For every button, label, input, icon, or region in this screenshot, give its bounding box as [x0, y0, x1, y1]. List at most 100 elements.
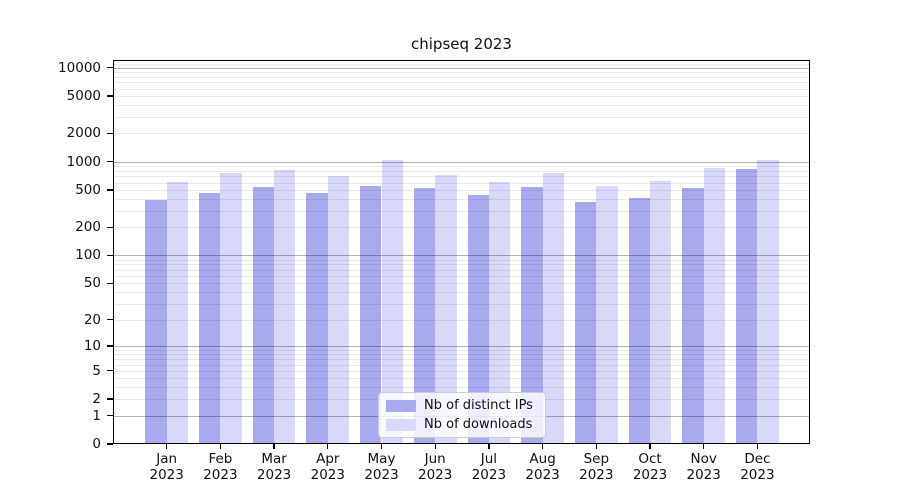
- bar-downloads: [435, 174, 457, 444]
- x-tick-mark: [219, 444, 222, 449]
- x-tick-label: Jan 2023: [149, 451, 184, 483]
- bar-distinct-ips: [682, 188, 704, 444]
- bar-downloads: [703, 167, 726, 444]
- bar-downloads: [488, 181, 511, 444]
- gridline: [113, 359, 810, 360]
- gridline: [113, 387, 810, 389]
- y-tick-label: 2000: [66, 125, 101, 142]
- gridline: [113, 319, 810, 321]
- y-tick-label: 1: [92, 407, 101, 424]
- x-tick-mark: [756, 444, 759, 449]
- bar-distinct-ips: [306, 192, 328, 444]
- x-tick-label: Jun 2023: [418, 451, 453, 483]
- bar-downloads: [274, 170, 296, 444]
- gridline: [113, 370, 810, 372]
- gridline: [113, 166, 810, 167]
- y-tick-label: 50: [83, 275, 101, 292]
- y-tick-label: 200: [75, 219, 101, 236]
- gridline: [113, 133, 810, 135]
- legend-label: Nb of downloads: [424, 417, 533, 432]
- gridline: [113, 96, 810, 97]
- gridline: [113, 364, 810, 366]
- bar-downloads: [542, 172, 564, 444]
- gridline: [113, 269, 810, 271]
- bar-downloads: [596, 185, 618, 444]
- gridline: [113, 276, 810, 277]
- x-tick-label: Apr 2023: [310, 451, 345, 483]
- y-tick-label: 0: [92, 436, 101, 452]
- gridline: [113, 255, 810, 257]
- gridline: [113, 227, 810, 229]
- bar-distinct-ips: [360, 185, 382, 444]
- x-tick-mark: [703, 444, 705, 449]
- x-tick-label: Sep 2023: [579, 451, 614, 483]
- gridline: [113, 176, 810, 178]
- gridline: [113, 199, 810, 201]
- gridline: [113, 63, 810, 65]
- x-tick-mark: [595, 444, 597, 449]
- chart-title: chipseq 2023: [411, 35, 512, 53]
- x-tick-mark: [649, 444, 651, 449]
- x-tick-mark: [273, 444, 275, 449]
- legend-swatch-distinct-ips: [386, 399, 416, 412]
- y-tick-label: 5: [92, 362, 101, 379]
- gridline: [113, 346, 810, 347]
- y-tick-label: 2: [92, 391, 101, 408]
- bar-downloads: [327, 176, 350, 444]
- bar-downloads: [381, 159, 403, 444]
- legend-swatch-downloads: [386, 418, 416, 431]
- y-tick-label: 10000: [58, 59, 101, 76]
- bar-distinct-ips: [199, 192, 221, 444]
- x-tick-label: Oct 2023: [632, 451, 668, 483]
- bar-downloads: [166, 182, 189, 444]
- gridline: [113, 182, 810, 184]
- bars-layer: [113, 60, 810, 444]
- legend-row: Nb of downloads: [386, 417, 537, 432]
- x-tick-label: Jul 2023: [471, 451, 507, 483]
- x-tick-label: Dec 2023: [740, 451, 775, 483]
- x-tick-label: Nov 2023: [686, 451, 721, 483]
- gridline: [113, 82, 810, 84]
- gridline: [113, 292, 810, 294]
- bar-distinct-ips: [574, 201, 597, 444]
- x-tick-label: Mar 2023: [256, 451, 292, 483]
- x-tick-mark: [166, 444, 168, 449]
- x-tick-label: May 2023: [364, 451, 399, 483]
- legend-label: Nb of distinct IPs: [424, 398, 533, 413]
- y-tick-label: 100: [75, 247, 101, 264]
- y-tick-label: 10: [83, 338, 101, 354]
- x-tick-mark: [434, 444, 436, 449]
- bar-downloads: [220, 172, 242, 444]
- gridline: [113, 105, 810, 107]
- gridline: [113, 67, 810, 69]
- gridline: [113, 76, 810, 78]
- gridline: [113, 354, 810, 356]
- x-tick-mark: [541, 444, 544, 449]
- x-tick-mark: [327, 444, 329, 449]
- gridline: [113, 210, 810, 212]
- grid-layer: [113, 60, 810, 444]
- y-tick-label: 500: [75, 182, 101, 198]
- gridline: [113, 349, 810, 351]
- gridline: [113, 88, 810, 90]
- gridline: [113, 303, 810, 305]
- gridline: [113, 259, 810, 261]
- bar-distinct-ips: [467, 195, 489, 444]
- x-tick-mark: [488, 444, 490, 449]
- y-tick-label: 20: [83, 311, 101, 328]
- gridline: [113, 116, 810, 118]
- plot-area: [113, 60, 810, 444]
- bar-distinct-ips: [145, 200, 167, 444]
- y-tick-label: 5000: [66, 88, 101, 104]
- bar-distinct-ips: [252, 186, 275, 444]
- x-tick-label: Feb 2023: [203, 451, 238, 483]
- bar-distinct-ips: [521, 186, 543, 444]
- bar-distinct-ips: [628, 198, 650, 444]
- bar-distinct-ips: [736, 169, 758, 444]
- gridline: [113, 283, 810, 285]
- gridline: [113, 190, 810, 191]
- gridline: [113, 378, 810, 380]
- y-tick-label: 1000: [66, 153, 101, 170]
- x-tick-label: Aug 2023: [525, 451, 560, 483]
